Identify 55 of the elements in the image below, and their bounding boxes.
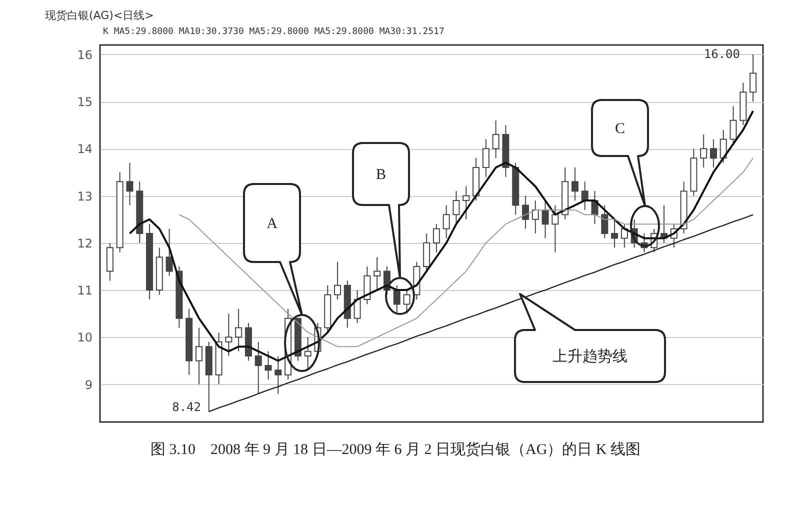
- annotation: B: [376, 167, 386, 183]
- candlestick: [601, 204, 608, 239]
- candlestick: [225, 313, 232, 357]
- candlestick: [522, 195, 529, 230]
- candlestick: [403, 290, 410, 314]
- candlestick: [423, 233, 430, 272]
- candlestick: [274, 356, 282, 394]
- candlestick: [730, 106, 737, 144]
- candlestick: [304, 336, 312, 371]
- annotation: 16.00: [704, 47, 740, 61]
- y-tick-label: 11: [77, 284, 92, 298]
- candlestick: [492, 120, 500, 159]
- candlestick: [432, 224, 440, 253]
- chart-subtitle: K MA5:29.8000 MA10:30.3730 MA5:29.8000 MA5:29.8000 MA30:31.2517: [103, 27, 444, 37]
- candlestick: [611, 218, 618, 248]
- candlestick: [542, 200, 549, 239]
- candlestick: [364, 266, 371, 305]
- candlestick: [552, 204, 559, 253]
- candlestick: [700, 134, 708, 168]
- y-tick-label: 16: [77, 48, 92, 62]
- candlestick: [106, 242, 114, 282]
- annotation: C: [614, 121, 626, 137]
- line-series: [178, 158, 754, 348]
- candlestick: [571, 167, 578, 202]
- annotation: 8.42: [172, 400, 201, 414]
- candlestick: [393, 284, 400, 314]
- candlestick: [462, 186, 470, 220]
- y-tick-label: 10: [77, 330, 92, 345]
- candlestick: [452, 190, 460, 225]
- annotation: 上升趋势线: [552, 348, 628, 365]
- candlestick: [532, 200, 539, 234]
- y-tick-label: 15: [77, 95, 92, 110]
- candlestick: [334, 261, 342, 300]
- y-tick-label: 12: [77, 236, 92, 250]
- candlestick: [581, 181, 588, 210]
- candlestick: [166, 228, 173, 276]
- candlestick: [254, 341, 262, 394]
- y-tick-label: 9: [84, 378, 92, 392]
- candlestick: [374, 256, 381, 291]
- y-tick-label: 14: [77, 142, 92, 156]
- caption: 图 3.10 2008 年 9 月 18 日—2009 年 6 月 2 日现货白银（AG）的日 K 线图: [150, 440, 642, 459]
- candlestick: [235, 308, 242, 352]
- candlestick: [195, 327, 202, 385]
- annotation: A: [266, 216, 278, 232]
- candlestick: [264, 350, 272, 380]
- candlestick: [354, 290, 361, 324]
- line-series: [128, 110, 754, 362]
- y-tick-label: 13: [77, 189, 92, 204]
- candlestick: [442, 204, 450, 239]
- candlestick: [750, 54, 757, 102]
- line-series: [208, 214, 754, 412]
- candlestick: [482, 138, 490, 178]
- candlestick: [126, 162, 134, 206]
- candlestick: [710, 138, 717, 168]
- chart-title: 现货白银(AG)<日线>: [45, 8, 154, 23]
